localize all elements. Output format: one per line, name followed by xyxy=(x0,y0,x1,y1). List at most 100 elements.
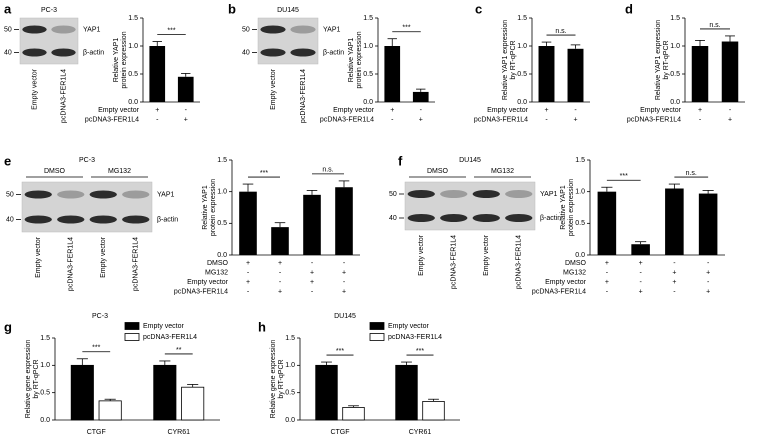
band xyxy=(472,190,500,198)
band xyxy=(505,190,533,198)
y-axis-label: by RT-qPCR xyxy=(33,359,40,398)
condition-sign: + xyxy=(605,260,609,267)
band-label: β-actin xyxy=(157,216,178,223)
y-tick-label: 0.5 xyxy=(217,220,227,227)
condition-label: Empty vector xyxy=(487,107,529,114)
error-bar xyxy=(76,358,88,366)
bar xyxy=(153,364,177,421)
error-bar xyxy=(387,38,397,46)
bar xyxy=(342,407,365,421)
band-label: β-actin xyxy=(83,49,104,56)
bar xyxy=(691,46,709,102)
error-bar xyxy=(181,73,191,77)
y-axis-label: by RT-qPCR xyxy=(278,359,285,398)
significance-label: *** xyxy=(92,345,100,352)
group-label: MG132 xyxy=(491,168,514,175)
legend-swatch xyxy=(369,333,385,341)
condition-label: pcDNA3-FER1L4 xyxy=(85,116,139,123)
bar xyxy=(303,194,321,255)
chart-title: DU145 xyxy=(334,313,356,320)
condition-sign: - xyxy=(606,269,609,276)
band xyxy=(24,190,52,199)
condition-label: pcDNA3-FER1L4 xyxy=(627,116,681,123)
group-label: DMSO xyxy=(44,168,66,175)
band xyxy=(290,48,316,57)
panel-letter: c xyxy=(475,1,482,16)
condition-sign: - xyxy=(279,269,282,276)
error-bar xyxy=(601,186,613,192)
blot-title: PC-3 xyxy=(41,7,57,14)
bar xyxy=(70,364,94,421)
lane-label: pcDNA3-FER1L4 xyxy=(60,69,67,123)
y-tick-label: 1.0 xyxy=(217,189,227,196)
band xyxy=(22,48,47,57)
blot-membrane xyxy=(404,181,536,231)
panel-letter: b xyxy=(228,1,236,16)
condition-sign: + xyxy=(342,288,346,295)
significance-label: n.s. xyxy=(686,170,697,177)
y-axis-label: protein expression xyxy=(121,31,128,88)
band-label: YAP1 xyxy=(157,191,174,198)
legend-label: pcDNA3-FER1L4 xyxy=(388,334,442,341)
condition-sign: + xyxy=(155,107,159,114)
error-bar xyxy=(348,405,359,408)
error-bar xyxy=(306,189,318,195)
marker-label: 50 xyxy=(242,26,250,33)
y-tick-label: 0.0 xyxy=(575,252,585,259)
condition-sign: - xyxy=(707,260,710,267)
bar xyxy=(177,76,194,102)
significance-label: n.s. xyxy=(555,28,566,35)
condition-sign: - xyxy=(247,269,250,276)
bar xyxy=(181,386,205,421)
blot-membrane xyxy=(19,17,79,65)
band xyxy=(57,190,85,199)
chart-title: PC-3 xyxy=(92,313,108,320)
error-bar xyxy=(695,40,705,46)
bar xyxy=(315,364,338,421)
error-bar xyxy=(242,183,254,192)
condition-sign: + xyxy=(278,260,282,267)
y-tick-label: 1.0 xyxy=(575,189,585,196)
y-axis-label: by RT-qPCR xyxy=(663,40,670,79)
x-tick-label: CYR61 xyxy=(409,429,432,436)
marker-label: 50 xyxy=(4,26,12,33)
panel-letter: h xyxy=(258,319,266,334)
band-label: β-actin xyxy=(540,215,561,222)
significance-label: *** xyxy=(416,348,424,355)
condition-sign: - xyxy=(729,107,732,114)
band xyxy=(440,190,468,198)
band xyxy=(122,215,150,224)
y-tick-label: 1.5 xyxy=(285,335,295,342)
x-tick-label: CTGF xyxy=(87,429,106,436)
y-tick-label: 1.0 xyxy=(128,43,138,50)
lane-label: Empty vector xyxy=(270,68,277,110)
condition-sign: - xyxy=(343,279,346,286)
y-axis-label: Relative YAP1 xyxy=(202,185,209,230)
condition-sign: + xyxy=(342,269,346,276)
bar xyxy=(721,41,739,102)
y-tick-label: 1.0 xyxy=(363,43,373,50)
error-bar xyxy=(187,384,199,388)
bar xyxy=(597,191,617,255)
marker-label: 50 xyxy=(6,191,14,198)
marker-label: 40 xyxy=(6,216,14,223)
y-tick-label: 0.5 xyxy=(285,390,295,397)
condition-label: DMSO xyxy=(565,260,587,267)
y-tick-label: 1.5 xyxy=(217,157,227,164)
x-tick-label: CTGF xyxy=(330,429,349,436)
bar xyxy=(631,244,650,255)
marker-label: 40 xyxy=(242,49,250,56)
band xyxy=(505,214,533,222)
condition-sign: + xyxy=(246,260,250,267)
legend-label: Empty vector xyxy=(388,323,430,330)
panel-letter: d xyxy=(625,1,633,16)
band xyxy=(472,214,500,222)
condition-sign: + xyxy=(706,288,710,295)
y-tick-label: 0.5 xyxy=(40,390,50,397)
condition-sign: + xyxy=(544,107,548,114)
condition-sign: + xyxy=(246,279,250,286)
condition-sign: + xyxy=(605,279,609,286)
y-tick-label: 1.0 xyxy=(517,43,527,50)
bar xyxy=(149,46,166,102)
bar xyxy=(412,91,429,102)
